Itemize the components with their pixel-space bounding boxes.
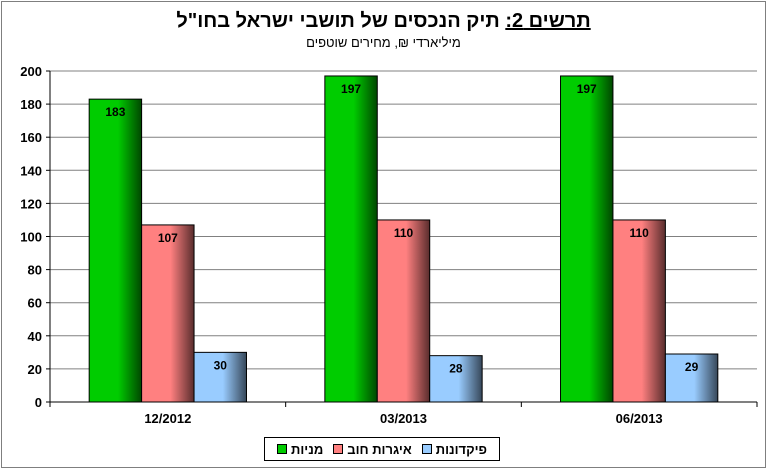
legend-swatch bbox=[333, 444, 344, 454]
bar-פיקדונות bbox=[193, 351, 247, 403]
data-label: 110 bbox=[629, 226, 649, 240]
y-tick-label: 20 bbox=[28, 362, 42, 377]
chart-title: תרשים 2: תיק הנכסים של תושבי ישראל בחו"ל bbox=[2, 10, 765, 33]
y-tick-label: 60 bbox=[28, 296, 42, 311]
legend-label: איגרות חוב bbox=[347, 441, 412, 457]
x-tick-label: 12/2012 bbox=[144, 411, 191, 426]
y-tick-label: 80 bbox=[28, 263, 42, 278]
data-label: 29 bbox=[685, 360, 699, 374]
data-label: 110 bbox=[394, 226, 414, 240]
bar-איגרות חוב bbox=[612, 219, 666, 403]
chart-title-text: תיק הנכסים של תושבי ישראל בחו"ל bbox=[176, 10, 500, 32]
chart-title-prefix: תרשים 2: bbox=[505, 10, 591, 32]
legend-swatch bbox=[277, 444, 288, 454]
data-label: 183 bbox=[105, 105, 125, 119]
y-tick-label: 160 bbox=[20, 130, 42, 145]
data-label: 197 bbox=[577, 82, 597, 96]
bar-איגרות חוב bbox=[141, 224, 195, 403]
x-tick-label: 03/2013 bbox=[380, 411, 427, 426]
data-label: 28 bbox=[449, 362, 463, 376]
bar-איגרות חוב bbox=[376, 219, 431, 403]
legend-item: פיקדונות bbox=[421, 441, 487, 457]
chart-subtitle: מיליארדי ₪, מחירים שוטפים bbox=[306, 35, 461, 50]
legend-item: מניות bbox=[277, 442, 323, 457]
legend-swatch bbox=[421, 444, 432, 454]
y-tick-label: 0 bbox=[35, 395, 42, 410]
y-tick-label: 200 bbox=[20, 64, 42, 79]
labels: 0 20 40 60 80 100 120 140 160 180 200 183 107 30 12/20… bbox=[20, 64, 698, 426]
bar-מניות bbox=[560, 75, 614, 403]
bar-מניות bbox=[88, 98, 143, 403]
y-tick-label: 140 bbox=[20, 163, 42, 178]
legend-label: פיקדונות bbox=[435, 441, 487, 457]
legend-label: מניות bbox=[291, 441, 324, 457]
bar-פיקדונות bbox=[664, 353, 719, 403]
data-label: 30 bbox=[214, 358, 228, 372]
legend-item: איגרות חוב bbox=[333, 441, 412, 457]
data-label: 107 bbox=[158, 231, 178, 245]
legend: מניות איגרות חוב פיקדונות bbox=[264, 437, 500, 461]
data-label: 197 bbox=[341, 82, 361, 96]
bar-מניות bbox=[324, 75, 378, 403]
bars bbox=[88, 75, 719, 403]
x-tick-label: 06/2013 bbox=[616, 411, 663, 426]
chart-header: תרשים 2: תיק הנכסים של תושבי ישראל בחו"ל… bbox=[2, 10, 765, 50]
y-tick-label: 120 bbox=[20, 196, 42, 211]
y-tick-label: 180 bbox=[20, 97, 42, 112]
bar-פיקדונות bbox=[429, 355, 483, 403]
y-tick-label: 40 bbox=[28, 329, 42, 344]
y-tick-label: 100 bbox=[20, 230, 42, 245]
